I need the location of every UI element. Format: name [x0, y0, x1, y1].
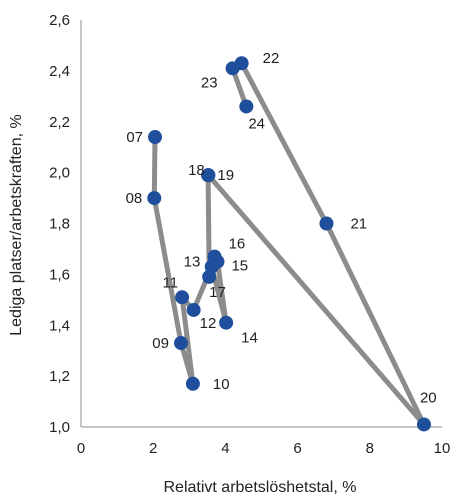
data-point-17 — [202, 269, 217, 284]
data-point-20 — [416, 417, 431, 432]
x-tick-label: 4 — [221, 440, 229, 457]
data-label-19: 19 — [217, 167, 234, 184]
data-label-23: 23 — [201, 74, 218, 91]
data-label-10: 10 — [213, 376, 230, 393]
data-label-13: 13 — [184, 254, 201, 271]
data-point-08 — [147, 191, 162, 206]
series-line — [151, 60, 427, 427]
y-tick-label: 1,4 — [49, 317, 70, 334]
x-tick-label: 8 — [366, 440, 374, 457]
data-label-17: 17 — [209, 284, 226, 301]
y-tick-label: 2,0 — [49, 165, 70, 182]
data-label-09: 09 — [152, 335, 169, 352]
data-point-12 — [186, 302, 201, 317]
x-tick-labels: 0 2 4 6 8 10 — [77, 440, 451, 457]
data-point-14 — [219, 315, 234, 330]
data-points — [147, 56, 431, 432]
data-point-09 — [173, 336, 188, 351]
y-tick-labels: 1,0 1,2 1,4 1,6 1,8 2,0 2,2 2,4 2,6 — [49, 12, 70, 436]
data-point-16 — [207, 249, 222, 264]
y-tick-label: 1,8 — [49, 216, 70, 233]
data-point-19 — [201, 168, 216, 183]
data-label-14: 14 — [241, 330, 258, 347]
data-point-11 — [175, 290, 190, 305]
x-tick-label: 0 — [77, 440, 85, 457]
y-axis-title: Lediga platser/arbetskraften, % — [8, 114, 25, 335]
y-tick-label: 2,4 — [49, 63, 70, 80]
data-labels: 07 08 09 10 11 12 13 14 15 16 17 18 19 20 21 22 23 24 — [126, 50, 437, 406]
x-tick-label: 10 — [434, 440, 451, 457]
data-label-07: 07 — [126, 129, 143, 146]
data-point-10 — [185, 376, 200, 391]
data-label-16: 16 — [229, 236, 246, 253]
data-label-21: 21 — [350, 216, 367, 233]
x-axis-title: Relativt arbetslöshetstal, % — [164, 479, 357, 496]
y-tick-label: 2,2 — [49, 114, 70, 131]
axes — [80, 20, 442, 428]
data-point-07 — [148, 130, 163, 145]
y-tick-label: 1,0 — [49, 419, 70, 436]
y-tick-label: 2,6 — [49, 12, 70, 29]
data-label-20: 20 — [420, 389, 437, 406]
data-label-08: 08 — [126, 190, 143, 207]
y-tick-label: 1,6 — [49, 266, 70, 283]
data-point-24 — [239, 99, 254, 114]
data-point-21 — [319, 216, 334, 231]
data-point-23 — [225, 61, 240, 76]
series-line-group — [151, 60, 427, 427]
x-tick-label: 2 — [149, 440, 157, 457]
data-label-22: 22 — [263, 50, 280, 67]
data-label-11: 11 — [163, 274, 179, 291]
data-label-15: 15 — [231, 258, 248, 275]
data-label-18: 18 — [188, 162, 205, 179]
data-label-24: 24 — [248, 115, 265, 132]
y-tick-label: 1,2 — [49, 368, 70, 385]
x-tick-label: 6 — [293, 440, 301, 457]
data-label-12: 12 — [200, 315, 217, 332]
